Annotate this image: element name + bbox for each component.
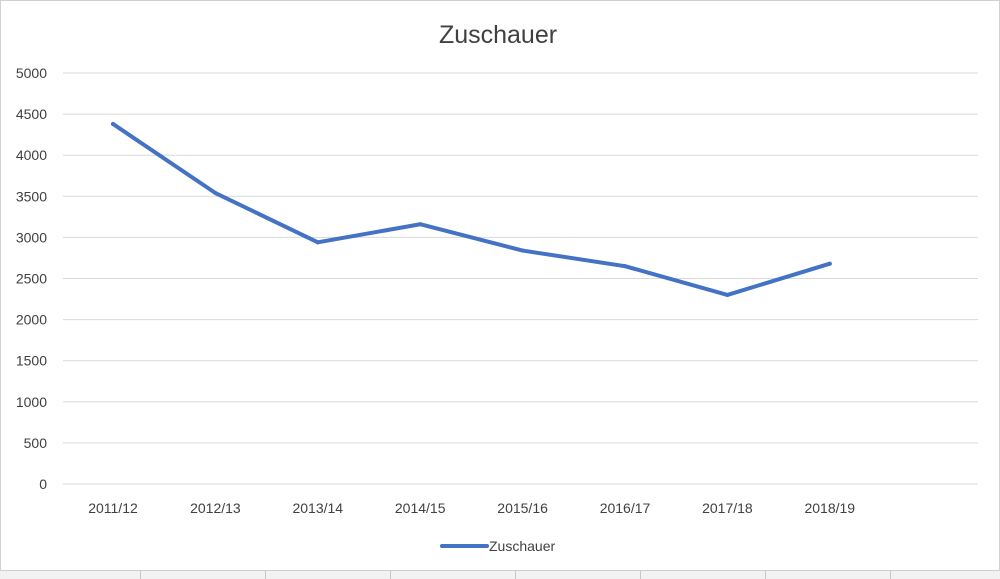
column-divider <box>640 571 641 579</box>
y-tick-label: 3500 <box>16 188 47 204</box>
data-point <box>418 222 423 227</box>
column-divider <box>515 571 516 579</box>
x-tick-label: 2016/17 <box>600 500 651 516</box>
column-divider <box>765 571 766 579</box>
y-tick-label: 4500 <box>16 106 47 122</box>
y-tick-label: 500 <box>24 435 48 451</box>
y-tick-label: 5000 <box>16 65 47 81</box>
x-tick-label: 2011/12 <box>88 500 138 516</box>
series-line <box>111 121 832 297</box>
data-point <box>213 191 218 196</box>
x-tick-label: 2018/19 <box>804 500 855 516</box>
column-divider <box>890 571 891 579</box>
x-tick-label: 2015/16 <box>497 500 548 516</box>
y-tick-label: 4000 <box>16 147 47 163</box>
legend: Zuschauer <box>440 538 555 554</box>
y-tick-label: 3000 <box>16 229 47 245</box>
data-point <box>111 121 115 126</box>
x-axis-tick-labels: 2011/12 2012/13 2013/14 2014/15 2015/16 2016/… <box>88 500 855 516</box>
x-tick-label: 2014/15 <box>395 500 446 516</box>
gridlines <box>63 72 978 485</box>
y-tick-label: 1000 <box>16 394 47 410</box>
sheet-bottom-strip <box>0 570 1000 579</box>
data-point <box>623 264 627 269</box>
column-divider <box>390 571 391 579</box>
y-tick-label: 0 <box>39 476 47 492</box>
y-tick-label: 2500 <box>16 271 47 287</box>
x-tick-label: 2013/14 <box>292 500 343 516</box>
data-point <box>725 292 730 297</box>
x-tick-label: 2012/13 <box>190 500 241 516</box>
chart-title: Zuschauer <box>439 21 557 49</box>
data-point <box>315 240 320 245</box>
data-point <box>520 248 525 253</box>
y-tick-label: 1500 <box>16 353 47 369</box>
y-tick-label: 2000 <box>16 312 47 328</box>
x-tick-label: 2017/18 <box>702 500 753 516</box>
legend-label: Zuschauer <box>489 538 555 554</box>
column-divider <box>140 571 141 579</box>
y-axis-tick-labels: 0 500 1000 1500 2000 2500 3000 3500 4000 4500 5000 <box>16 65 47 492</box>
series-layer <box>111 121 832 297</box>
column-divider <box>265 571 266 579</box>
data-point <box>827 261 832 266</box>
